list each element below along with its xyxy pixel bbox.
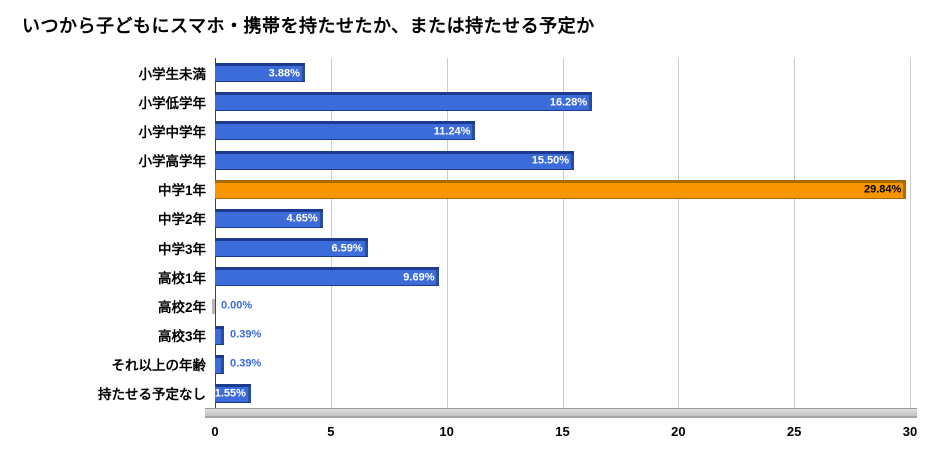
x-axis-tick-label: 5: [327, 424, 335, 439]
category-label: 中学3年: [157, 241, 206, 257]
chart-row: 高校1年 9.69%: [0, 262, 910, 291]
chart-row: 小学生未満 3.88%: [0, 58, 910, 87]
value-label: 0.39%: [230, 328, 262, 341]
bar-track: 0.00%: [212, 296, 910, 315]
bar: 4.65%: [215, 208, 323, 228]
category-label: 小学高学年: [138, 154, 207, 170]
chart-row: 小学中学年 11.24%: [0, 116, 910, 145]
bar-highlighted: 29.84%: [215, 179, 907, 199]
category-label: 高校3年: [157, 329, 206, 345]
chart-row: それ以上の年齢 0.39%: [0, 350, 910, 379]
bar-track: 6.59%: [215, 238, 910, 258]
category-label: 小学生未満: [138, 66, 207, 82]
bar-track: 15.50%: [215, 150, 910, 170]
bar: 11.24%: [215, 121, 476, 141]
bar: 3.88%: [215, 63, 305, 83]
bar: [215, 354, 225, 374]
value-label: 3.88%: [268, 67, 300, 80]
bar: 16.28%: [215, 92, 593, 112]
value-label: 1.55%: [214, 387, 246, 400]
bar-track: 11.24%: [215, 121, 910, 141]
bar: 9.69%: [215, 267, 440, 287]
bar-track: 29.84%: [215, 179, 910, 199]
x-axis-labels: 0 5 10 15 20 25 30: [211, 424, 917, 442]
bar-track: 16.28%: [215, 92, 910, 112]
chart-row: 中学3年 6.59%: [0, 233, 910, 262]
value-label: 4.65%: [286, 212, 318, 225]
value-label: 0.00%: [221, 299, 253, 312]
gridline: [910, 58, 911, 408]
chart-row: 小学高学年 15.50%: [0, 146, 910, 175]
bar-track: 4.65%: [215, 208, 910, 228]
x-axis-tick-label: 20: [671, 424, 686, 439]
chart-row: 高校3年 0.39%: [0, 321, 910, 350]
x-axis-tick-label: 30: [902, 424, 918, 439]
value-label: 16.28%: [549, 96, 588, 109]
x-axis-tick-label: 15: [555, 424, 570, 439]
category-label: 中学1年: [157, 183, 206, 199]
chart-row: 中学2年 4.65%: [0, 204, 910, 233]
bar: [215, 325, 225, 345]
category-label: 高校2年: [157, 299, 206, 315]
category-label: 持たせる予定なし: [98, 387, 206, 403]
x-axis-tick-label: 25: [786, 424, 802, 439]
bar-track: 1.55%: [214, 383, 910, 403]
gridline: [562, 58, 564, 408]
category-label: 中学2年: [157, 212, 206, 228]
value-label: 6.59%: [331, 242, 363, 255]
bar-track: 9.69%: [215, 267, 910, 287]
gridline: [330, 58, 332, 408]
bar-track: 0.39%: [215, 325, 910, 345]
value-label: 9.69%: [403, 271, 435, 284]
y-axis-line: [215, 58, 216, 408]
bar-track: 3.88%: [215, 63, 910, 83]
category-label: それ以上の年齢: [111, 358, 207, 374]
chart-row: 持たせる予定なし 1.55%: [0, 379, 910, 408]
plot-gridlines: [215, 58, 911, 408]
value-label: 29.84%: [863, 183, 902, 196]
value-label: 0.39%: [230, 357, 262, 370]
category-label: 高校1年: [157, 270, 206, 286]
category-label: 小学低学年: [138, 95, 207, 111]
chart-row: 高校2年 0.00%: [0, 291, 910, 320]
bar-track: 0.39%: [215, 354, 910, 374]
x-axis-tick-label: 0: [211, 424, 219, 439]
gridline: [446, 58, 448, 408]
page-title: いつから子どもにスマホ・携帯を持たせたか、または持たせる予定か: [22, 16, 595, 36]
chart-row: 中学1年 29.84%: [0, 175, 910, 204]
value-label: 15.50%: [531, 154, 570, 167]
category-label: 小学中学年: [138, 124, 207, 140]
x-axis-strip: [205, 408, 917, 418]
chart-rows: 小学生未満 3.88% 小学低学年 16.28% 小学中学年 11.24% 小学高学年 15.…: [0, 58, 910, 408]
gridline: [678, 58, 680, 408]
value-label: 11.24%: [433, 125, 471, 138]
chart-row: 小学低学年 16.28%: [0, 87, 910, 116]
bar: 6.59%: [215, 238, 368, 258]
bar: 1.55%: [214, 383, 251, 403]
x-axis-tick-label: 10: [439, 424, 454, 439]
bar: 15.50%: [215, 150, 575, 170]
gridline: [794, 58, 796, 408]
